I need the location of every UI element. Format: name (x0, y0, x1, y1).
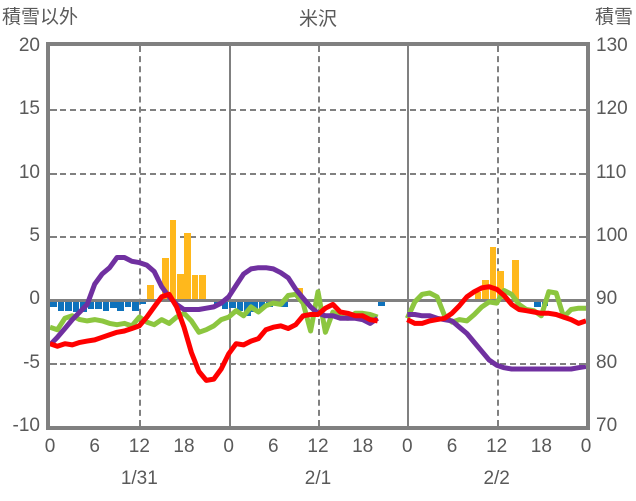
y-axis-left-tickmark (50, 109, 57, 112)
line-purple-line (407, 312, 586, 372)
bar-precipitation (199, 275, 206, 300)
y-axis-left-tick: 20 (18, 35, 40, 56)
bar-snowdepth-change (50, 299, 57, 307)
y-axis-right-tickmark (579, 299, 586, 302)
y-axis-left-tick: 15 (18, 98, 40, 120)
x-axis-tick: 0 (580, 436, 592, 457)
bar-snowdepth-change (534, 299, 541, 307)
y-axis-right-tick: 110 (596, 161, 627, 183)
y-axis-left-tickmark (50, 362, 57, 365)
bar-precipitation (184, 233, 191, 300)
bar-snowdepth-change (65, 299, 72, 311)
y-axis-right-tick: 120 (596, 98, 628, 120)
y-axis-right-tickmark (579, 109, 586, 112)
bar-snowdepth-change (258, 299, 266, 310)
y-axis-left-tick: 0 (29, 288, 40, 310)
left-axis-title: 積雪以外 (2, 7, 79, 28)
x-axis-tick: 6 (89, 436, 100, 457)
bar-snowdepth-change (124, 299, 132, 307)
plot-inner (50, 46, 586, 426)
line-red-line (406, 284, 586, 326)
x-axis-tick: 18 (173, 436, 195, 457)
bar-snowdepth-change (110, 299, 117, 309)
bar-precipitation (162, 257, 169, 300)
day-separator (407, 46, 410, 426)
bar-snowdepth-change (72, 299, 80, 312)
y-axis-left-tick: 5 (29, 225, 40, 246)
x-axis-day-label: 2/2 (483, 468, 510, 489)
y-axis-left-tickmark (50, 299, 57, 302)
bar-precipitation (474, 291, 482, 300)
gridline-vertical (139, 46, 142, 426)
gridline-vertical (496, 46, 499, 426)
y-axis-left-tick: 10 (18, 161, 40, 183)
x-axis-day-label: 1/31 (120, 468, 158, 489)
y-axis-right-tick: 130 (596, 35, 628, 56)
line-red-line (50, 291, 379, 383)
bar-precipitation (147, 285, 154, 300)
y-axis-right-tick: 90 (596, 288, 618, 310)
bar-snowdepth-change (229, 299, 236, 309)
bar-snowdepth-change (236, 299, 244, 311)
x-axis-tick: 0 (223, 436, 234, 457)
line-purple-line (50, 255, 380, 347)
x-axis-tick: 0 (44, 436, 56, 457)
bar-precipitation (512, 260, 519, 300)
right-axis-title: 積雪 (594, 7, 633, 28)
y-axis-left-tickmark (50, 236, 57, 238)
y-axis-left-tickmark (50, 172, 57, 175)
y-axis-right-tick: 100 (596, 225, 628, 246)
bar-snowdepth-change (102, 299, 110, 311)
bar-precipitation (169, 219, 177, 300)
page-title: 米沢 (298, 9, 337, 30)
x-axis-tick: 18 (530, 436, 552, 457)
bar-precipitation (191, 275, 199, 300)
x-axis-tick: 6 (446, 436, 458, 457)
bar-snowdepth-change (221, 299, 229, 310)
bar-snowdepth-change (95, 299, 102, 310)
y-axis-right-tick: 80 (596, 351, 618, 373)
y-axis-right-tickmark (579, 172, 586, 175)
bar-snowdepth-change (132, 299, 139, 311)
day-separator (228, 46, 231, 426)
bar-precipitation (497, 271, 504, 300)
x-axis-tick: 12 (486, 436, 508, 457)
bar-precipitation (489, 247, 497, 300)
x-axis-tick: 18 (352, 436, 374, 457)
line-green-line (405, 288, 586, 325)
x-axis-day-label: 2/1 (304, 468, 332, 489)
line-green-line (50, 289, 379, 335)
x-axis-tick: 12 (128, 436, 150, 457)
y-axis-right-tickmark (579, 362, 586, 365)
gridline-vertical (318, 46, 320, 426)
y-axis-left-tick: -10 (12, 415, 40, 436)
bar-snowdepth-change (251, 299, 258, 312)
y-axis-right-tick: 70 (596, 415, 618, 436)
x-axis-tick: 6 (268, 436, 279, 457)
bar-snowdepth-change (57, 299, 65, 311)
x-axis-tick: 0 (402, 436, 413, 457)
bar-precipitation (177, 274, 184, 300)
y-axis-left-tick: -5 (23, 351, 40, 373)
plot-area (46, 42, 590, 430)
x-axis-tick: 12 (307, 436, 329, 457)
bar-snowdepth-change (117, 299, 124, 311)
bar-snowdepth-change (378, 299, 385, 306)
bar-snowdepth-change (87, 299, 95, 310)
y-axis-right-tickmark (579, 236, 586, 238)
series-lines (50, 255, 586, 383)
